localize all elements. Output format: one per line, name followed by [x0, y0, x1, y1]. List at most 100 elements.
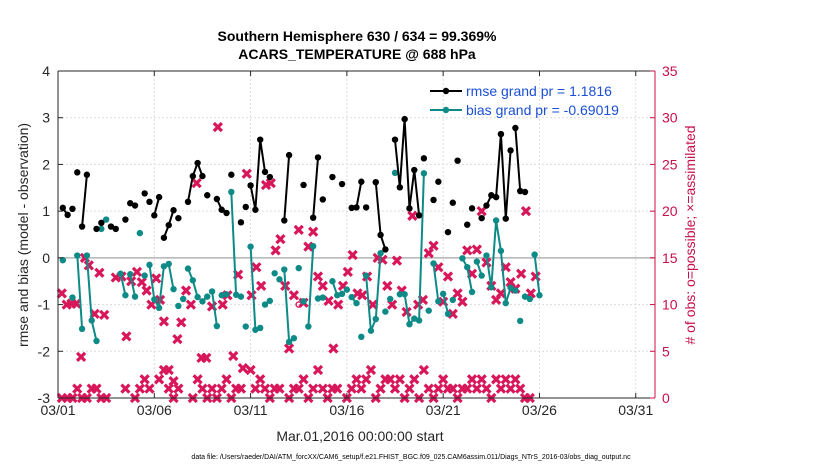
chart-title-line2: ACARS_TEMPERATURE @ 688 hPa: [238, 46, 476, 62]
rmse-point: [184, 198, 192, 205]
obs-cross-stroke: [192, 374, 203, 385]
obs-assimilated-marker: [72, 383, 83, 394]
obs-assimilated-marker: [141, 285, 152, 296]
rmse-point: [377, 231, 384, 239]
obs-cross-stroke: [134, 383, 145, 394]
bias-point: [459, 255, 466, 262]
bias-point: [117, 270, 124, 277]
obs-assimilated-marker: [298, 374, 309, 385]
obs-cross-stroke: [228, 350, 239, 362]
obs-cross-stroke: [447, 383, 458, 394]
bias-point: [59, 256, 67, 264]
bias-line: [307, 246, 315, 327]
obs-cross-stroke: [83, 260, 94, 271]
obs-cross-stroke: [75, 351, 87, 363]
rmse-point: [170, 207, 177, 214]
obs-cross-stroke: [442, 271, 454, 282]
x-tick-label: 03/11: [234, 402, 268, 418]
plot-background: [58, 71, 655, 398]
obs-assimilated-marker: [357, 290, 368, 301]
bias-line: [418, 173, 425, 321]
bias-point: [276, 276, 283, 283]
obs-cross-stroke: [516, 268, 527, 279]
bias-point: [536, 292, 543, 299]
rmse-point: [488, 192, 495, 199]
obs-assimilated-marker: [173, 383, 184, 394]
rmse-point: [281, 217, 288, 224]
obs-assimilated-marker: [158, 316, 170, 327]
obs-assimilated-marker: [131, 266, 143, 278]
rmse-point: [98, 219, 105, 227]
obs-assimilated-marker: [180, 285, 192, 296]
bias-point: [425, 307, 432, 314]
y-tick-label-left: -2: [38, 343, 51, 359]
obs-assimilated-marker: [471, 383, 482, 394]
bias-point: [396, 291, 404, 298]
bias-point: [488, 284, 495, 291]
bias-point: [309, 242, 317, 250]
obs-assimilated-marker: [476, 206, 487, 217]
obs-assimilated-marker: [452, 288, 463, 299]
obs-assimilated-marker: [367, 299, 379, 310]
bias-point: [464, 264, 471, 271]
y-tick-label-left: 4: [42, 63, 50, 79]
bias-point: [281, 266, 288, 273]
bias-point: [78, 325, 86, 333]
obs-assimilated-marker: [221, 374, 232, 385]
rmse-point: [507, 147, 514, 154]
obs-assimilated-marker: [481, 257, 492, 268]
bias-point: [415, 317, 423, 324]
obs-cross-stroke: [158, 364, 170, 376]
obs-cross-stroke: [153, 374, 165, 385]
bias-point: [449, 296, 456, 304]
bias-point: [271, 270, 278, 277]
obs-cross-stroke: [206, 383, 218, 394]
bias-point: [131, 293, 139, 300]
obs-assimilated-marker: [163, 383, 174, 394]
obs-assimilated-marker: [250, 383, 261, 394]
rmse-point: [199, 172, 206, 180]
obs-cross-stroke: [293, 224, 304, 235]
obs-cross-stroke: [515, 383, 526, 394]
bias-point: [74, 252, 81, 259]
obs-assimilated-marker: [168, 376, 179, 387]
obs-assimilated-marker: [201, 352, 212, 363]
bias-point: [343, 286, 351, 293]
rmse-point: [454, 157, 461, 164]
y-tick-label-left: 0: [42, 250, 50, 266]
obs-assimilated-marker: [99, 309, 110, 320]
rmse-point: [146, 198, 153, 205]
obs-cross-stroke: [457, 296, 468, 307]
rmse-point: [521, 188, 529, 196]
obs-assimilated-marker: [317, 383, 328, 394]
bias-point: [478, 272, 485, 279]
obs-cross-stroke: [283, 343, 295, 354]
obs-cross-stroke: [394, 374, 405, 385]
bias-point: [232, 291, 240, 298]
obs-cross-stroke: [275, 234, 286, 245]
obs-cross-stroke: [185, 299, 197, 310]
obs-assimilated-marker: [191, 177, 202, 189]
y-tick-label-right: 15: [662, 250, 678, 266]
legend: rmse grand pr = 1.1816 bias grand pr = -0…: [430, 83, 619, 118]
obs-assimilated-marker: [176, 317, 187, 328]
obs-assimilated-marker: [351, 374, 362, 385]
bias-point: [353, 299, 360, 307]
bias-point: [444, 310, 452, 318]
obs-assimilated-marker: [56, 288, 67, 299]
y-tick-label-right: 25: [662, 156, 678, 172]
obs-assimilated-marker: [274, 383, 285, 394]
rmse-point: [497, 130, 505, 138]
bias-point: [526, 295, 534, 303]
obs-assimilated-marker: [275, 234, 286, 245]
x-tick-label: 03/16: [329, 402, 364, 418]
obs-assimilated-marker: [516, 268, 527, 279]
bias-line: [167, 263, 175, 290]
x-axis-label: Mar.01,2016 00:00:00 start: [276, 428, 443, 444]
obs-cross-stroke: [176, 317, 187, 328]
bias-point: [521, 293, 529, 300]
obs-assimilated-marker: [342, 266, 353, 278]
x-tick-label: 03/06: [137, 402, 172, 418]
rmse-point: [449, 199, 456, 206]
obs-assimilated-marker: [471, 244, 482, 255]
